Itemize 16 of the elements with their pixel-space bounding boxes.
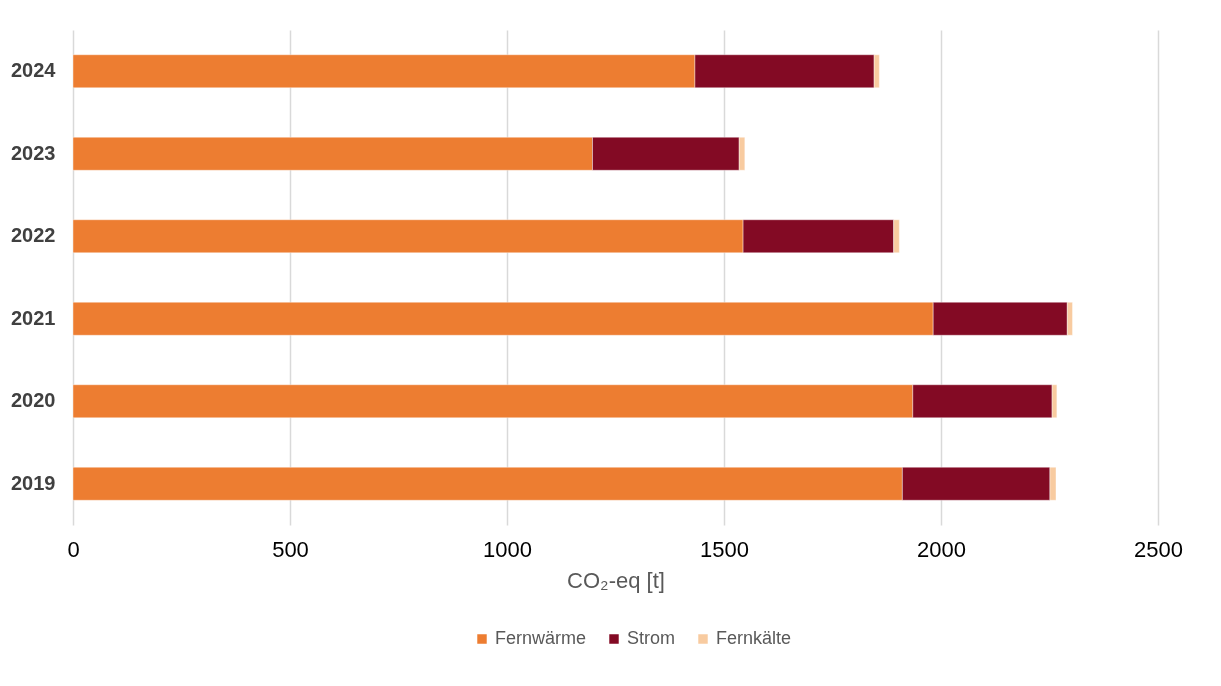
y-tick-label: 2022 [11,224,56,247]
legend-label: Fernkälte [716,628,792,648]
x-axis-title: CO₂-eq [t] [567,567,665,593]
x-tick-label: 500 [272,536,309,562]
y-tick-label: 2023 [11,141,56,164]
x-tick-label: 1000 [483,536,532,562]
y-tick-label: 2020 [11,389,56,412]
x-tick-label: 2000 [917,536,966,562]
x-tick-label: 1500 [700,536,749,562]
legend-label: Fernwärme [495,628,587,648]
legend-label: Strom [627,628,676,648]
y-tick-label: 2024 [11,59,57,82]
x-tick-label: 0 [67,536,80,562]
x-tick-label: 2500 [1134,536,1183,562]
y-tick-label: 2021 [11,306,56,329]
y-tick-label: 2019 [11,471,56,494]
